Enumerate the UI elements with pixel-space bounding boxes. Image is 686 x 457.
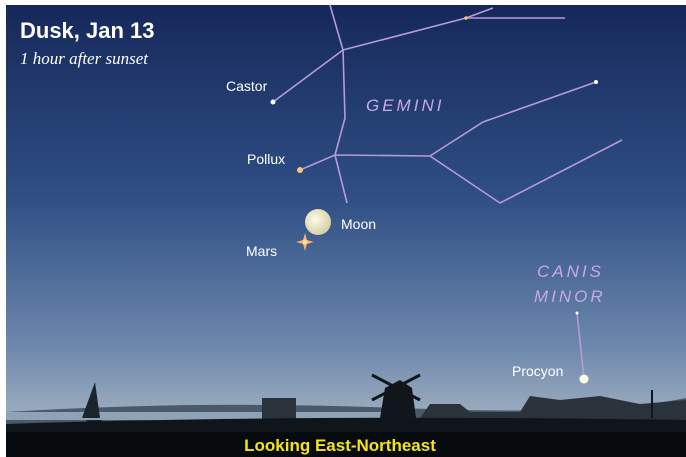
moon-label: Moon [341, 216, 376, 232]
sky [6, 5, 686, 435]
footer: Looking East-Northeast [244, 436, 436, 455]
gemini-label: GEMINI [366, 96, 444, 115]
canis-minor-label: CANIS [537, 262, 604, 281]
footer-bar [6, 432, 686, 457]
castor-star [270, 99, 276, 105]
gemini-lines [272, 4, 623, 204]
mars-label: Mars [246, 243, 277, 259]
subtitle: 1 hour after sunset [20, 49, 149, 68]
title: Dusk, Jan 13 [20, 18, 155, 43]
pollux-label: Pollux [247, 151, 285, 167]
procyon-star [579, 374, 589, 384]
canis-minor-line [576, 312, 585, 379]
moon [305, 209, 331, 235]
castor-label: Castor [226, 78, 268, 94]
mars [296, 233, 314, 251]
star [575, 311, 579, 315]
pollux-star [297, 167, 303, 173]
star [594, 80, 598, 84]
horizon-silhouette [6, 373, 686, 435]
canis-minor-label: MINOR [534, 287, 606, 306]
procyon-label: Procyon [512, 363, 563, 379]
star [464, 16, 468, 20]
